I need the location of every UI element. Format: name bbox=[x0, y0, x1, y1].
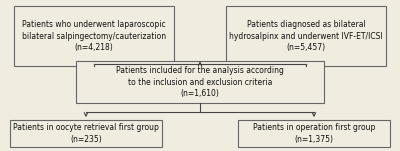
Text: Patients in operation first group
(n=1,375): Patients in operation first group (n=1,3… bbox=[253, 123, 375, 144]
Bar bbox=[14, 6, 174, 66]
Bar bbox=[76, 61, 324, 103]
Text: Patients included for the analysis according
to the inclusion and exclusion crit: Patients included for the analysis accor… bbox=[116, 66, 284, 98]
Bar bbox=[238, 120, 390, 147]
Bar bbox=[226, 6, 386, 66]
Bar bbox=[10, 120, 162, 147]
Text: Patients in oocyte retrieval first group
(n=235): Patients in oocyte retrieval first group… bbox=[13, 123, 159, 144]
Text: Patients diagnosed as bilateral
hydrosalpinx and underwent IVF-ET/ICSI
(n=5,457): Patients diagnosed as bilateral hydrosal… bbox=[229, 20, 383, 52]
Text: Patients who underwent laparoscopic
bilateral salpingectomy/cauterization
(n=4,2: Patients who underwent laparoscopic bila… bbox=[22, 20, 166, 52]
